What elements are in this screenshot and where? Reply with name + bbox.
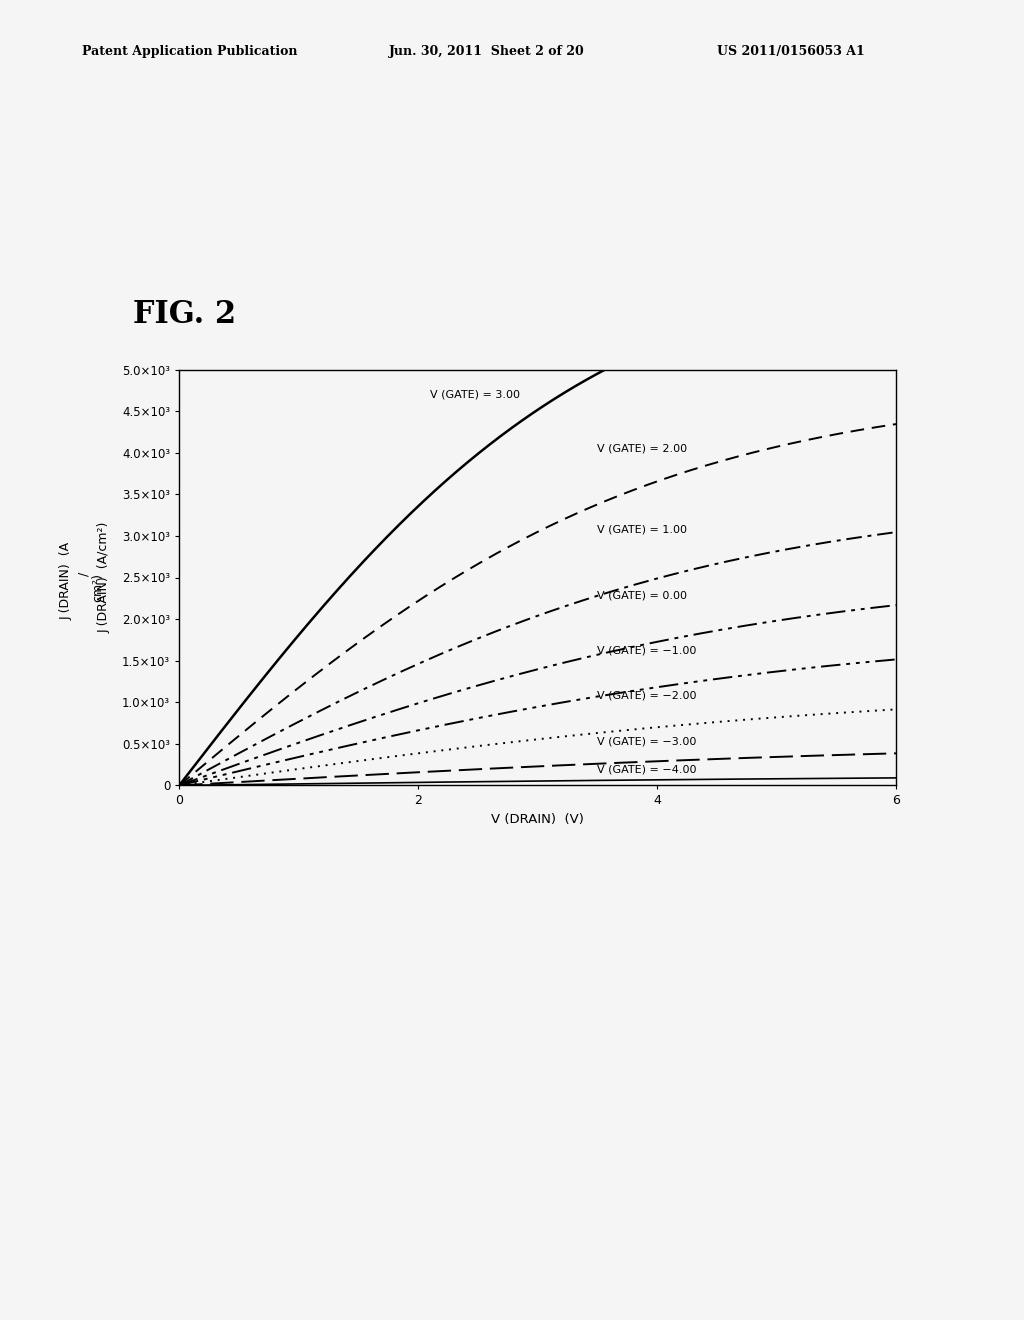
Text: J (DRAIN)  (A: J (DRAIN) (A bbox=[60, 541, 73, 620]
Text: /: / bbox=[78, 572, 90, 577]
Y-axis label: J (DRAIN)  (A/cm²): J (DRAIN) (A/cm²) bbox=[98, 521, 111, 634]
Text: V (GATE) = −3.00: V (GATE) = −3.00 bbox=[597, 737, 696, 746]
Text: Patent Application Publication: Patent Application Publication bbox=[82, 45, 297, 58]
Text: V (GATE) = 3.00: V (GATE) = 3.00 bbox=[430, 389, 520, 400]
X-axis label: V (DRAIN)  (V): V (DRAIN) (V) bbox=[492, 813, 584, 826]
Text: V (GATE) = −4.00: V (GATE) = −4.00 bbox=[597, 764, 697, 775]
Text: US 2011/0156053 A1: US 2011/0156053 A1 bbox=[717, 45, 864, 58]
Text: V (GATE) = 0.00: V (GATE) = 0.00 bbox=[597, 591, 687, 601]
Text: V (GATE) = 1.00: V (GATE) = 1.00 bbox=[597, 524, 687, 535]
Text: V (GATE) = 2.00: V (GATE) = 2.00 bbox=[597, 444, 687, 454]
Text: FIG. 2: FIG. 2 bbox=[133, 300, 237, 330]
Text: Jun. 30, 2011  Sheet 2 of 20: Jun. 30, 2011 Sheet 2 of 20 bbox=[389, 45, 585, 58]
Text: V (GATE) = −2.00: V (GATE) = −2.00 bbox=[597, 690, 697, 701]
Text: cm²): cm²) bbox=[91, 573, 103, 602]
Text: V (GATE) = −1.00: V (GATE) = −1.00 bbox=[597, 645, 696, 656]
